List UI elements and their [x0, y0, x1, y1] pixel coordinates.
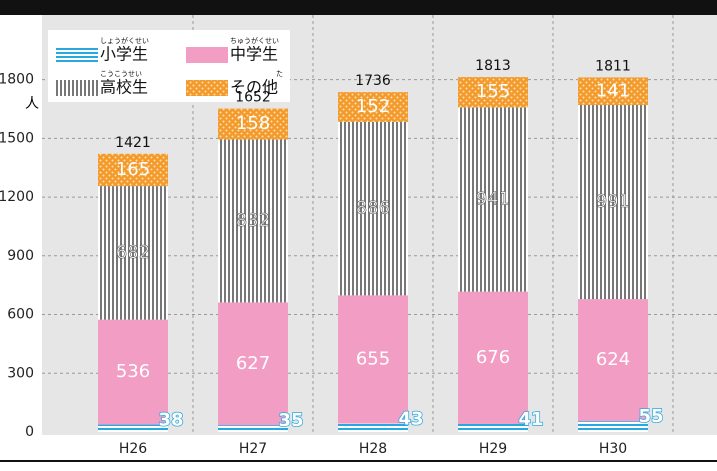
- y-tick-label: 600: [7, 307, 34, 323]
- value-label: 676: [476, 347, 510, 368]
- x-tick-label: H27: [239, 441, 267, 457]
- bar-segment: [338, 92, 408, 122]
- value-label: 991: [596, 191, 630, 212]
- bar-segment: [458, 291, 528, 424]
- y-tick-label: 1500: [0, 130, 34, 146]
- total-label: 1736: [355, 73, 391, 89]
- value-label: 141: [596, 80, 630, 101]
- legend-label: 高校生: [100, 78, 148, 97]
- legend-swatch: [56, 80, 98, 96]
- bar-segment: [578, 105, 648, 300]
- total-label: 1421: [115, 135, 151, 151]
- bar-segment: [338, 423, 408, 432]
- bar-segment: [218, 425, 288, 432]
- legend-ruby: しょうがくせい: [100, 36, 149, 45]
- value-label: 627: [236, 353, 270, 374]
- value-label: 158: [236, 113, 270, 134]
- value-label: 682: [116, 242, 150, 263]
- y-unit: 人: [25, 96, 39, 112]
- legend-swatch: [186, 80, 228, 96]
- x-tick-label: H28: [359, 441, 387, 457]
- total-label: 1652: [235, 90, 271, 106]
- y-tick-label: 1200: [0, 189, 34, 205]
- top-band: [0, 0, 717, 15]
- x-tick-label: H26: [119, 441, 147, 457]
- bar-segment: [218, 302, 288, 426]
- legend-swatch: [56, 47, 98, 63]
- x-tick-label: H30: [599, 441, 627, 457]
- value-label: 155: [476, 81, 510, 102]
- value-label: 35: [278, 410, 303, 431]
- value-label: 655: [356, 348, 390, 369]
- legend-label: その他: [230, 78, 278, 97]
- bar-segment: [98, 424, 168, 432]
- value-label: 55: [638, 406, 663, 427]
- bar-segment: [338, 121, 408, 296]
- total-label: 1811: [595, 58, 631, 74]
- bar-segment: [458, 107, 528, 292]
- value-label: 886: [356, 198, 390, 219]
- legend-label: 中学生: [230, 45, 278, 64]
- bar-segment: [578, 77, 648, 106]
- bar-segment: [458, 423, 528, 432]
- bar-segment: [98, 153, 168, 187]
- value-label: 536: [116, 361, 150, 382]
- value-label: 41: [518, 409, 543, 430]
- value-label: 38: [158, 410, 183, 431]
- total-label: 1813: [475, 58, 511, 74]
- value-label: 165: [116, 159, 150, 180]
- value-label: 624: [596, 349, 630, 370]
- bar-segment: [98, 319, 168, 425]
- legend-label: 小学生: [100, 45, 148, 64]
- value-label: 43: [398, 409, 423, 430]
- bar-segment: [218, 139, 288, 303]
- bar-segment: [578, 299, 648, 422]
- legend-ruby: た: [276, 70, 283, 78]
- bar-segment: [578, 421, 648, 432]
- bar-segment: [338, 295, 408, 424]
- legend-swatch: [186, 47, 228, 63]
- bar-segment: [218, 108, 288, 140]
- legend-ruby: ちゅうがくせい: [230, 36, 279, 45]
- value-label: 152: [356, 96, 390, 117]
- bar-segment: [98, 186, 168, 320]
- x-tick-label: H29: [479, 441, 507, 457]
- y-tick-label: 1800: [0, 72, 34, 88]
- value-label: 941: [476, 189, 510, 210]
- legend-ruby: こうこうせい: [100, 70, 142, 78]
- y-tick-label: 900: [7, 248, 34, 264]
- y-tick-label: 0: [25, 424, 34, 440]
- value-label: 832: [236, 210, 270, 231]
- y-tick-label: 300: [7, 365, 34, 381]
- bar-segment: [458, 77, 528, 108]
